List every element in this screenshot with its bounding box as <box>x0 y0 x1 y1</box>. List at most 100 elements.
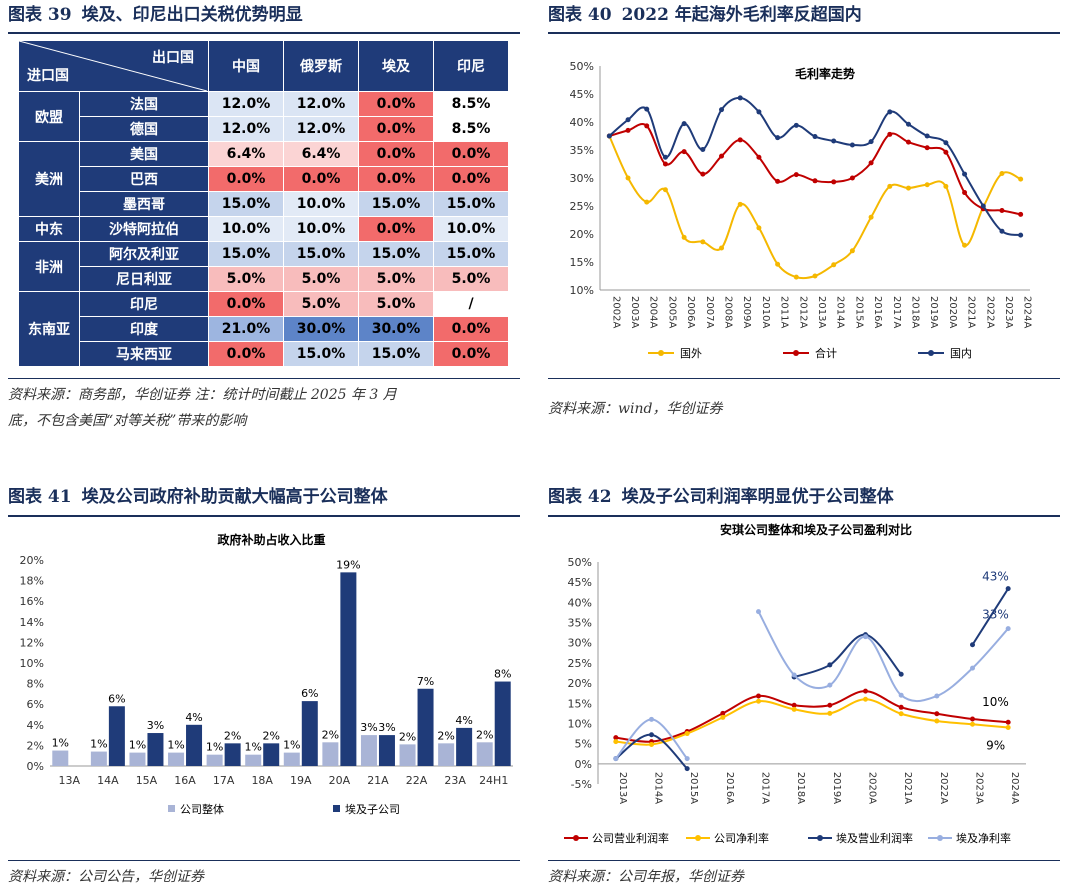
panel-title: 图表 41 埃及公司政府补助贡献大幅高于公司整体 <box>8 487 388 507</box>
x-tick-label: 15A <box>136 774 158 787</box>
y-tick-label: 50% <box>570 60 594 73</box>
data-point <box>756 225 762 231</box>
data-point <box>737 95 743 101</box>
y-tick-label: 0% <box>575 758 592 771</box>
data-point <box>905 121 911 127</box>
bar-公司整体 <box>438 743 455 766</box>
data-point <box>812 178 818 184</box>
subsidy-chart: 0%2%4%6%8%10%12%14%16%18%20%政府补助占收入比重13A… <box>20 532 513 816</box>
annotation-label: 43% <box>982 570 1009 584</box>
tariff-value-cell: 0.0% <box>208 166 284 192</box>
table-row: 墨西哥 15.0% 10.0% 15.0% 15.0% <box>19 191 509 217</box>
y-tick-label: 35% <box>570 144 594 157</box>
y-tick-label: 45% <box>568 576 592 589</box>
data-point <box>898 711 904 717</box>
tariff-value-cell: 15.0% <box>208 241 284 267</box>
data-point <box>1005 724 1011 730</box>
legend-marker <box>937 835 943 841</box>
x-tick-label: 2005A <box>666 296 677 328</box>
annotation-label: 33% <box>982 608 1009 622</box>
data-point <box>700 239 706 245</box>
y-tick-label: 25% <box>570 200 594 213</box>
series-line-埃及净利率 <box>757 611 1009 703</box>
tariff-value-cell: 5.0% <box>358 266 434 292</box>
data-point <box>999 228 1005 234</box>
y-tick-label: 40% <box>570 116 594 129</box>
data-point <box>719 107 725 113</box>
data-point <box>827 702 833 708</box>
data-point <box>887 109 893 115</box>
x-tick-label: 2012A <box>797 296 808 328</box>
x-tick-label: 2020A <box>867 772 878 804</box>
y-tick-label: 10% <box>20 657 44 670</box>
x-tick-label: 2009A <box>741 296 752 328</box>
data-label: 4% <box>455 714 472 727</box>
y-tick-label: 20% <box>20 554 44 567</box>
data-point <box>613 756 619 762</box>
data-point <box>719 245 725 251</box>
tariff-value-cell: 21.0% <box>208 316 284 342</box>
column-header: 印尼 <box>433 40 509 92</box>
data-point <box>905 139 911 145</box>
x-tick-label: 2023A <box>1003 296 1014 328</box>
data-point <box>791 672 797 678</box>
data-point <box>681 149 687 155</box>
y-tick-label: 15% <box>570 256 594 269</box>
bar-公司整体 <box>90 751 107 766</box>
bar-埃及子公司 <box>147 733 164 766</box>
y-tick-label: 30% <box>568 637 592 650</box>
x-tick-label: 2017A <box>760 772 771 804</box>
y-tick-label: 10% <box>570 284 594 297</box>
tariff-value-cell: 15.0% <box>433 241 509 267</box>
legend-label: 国内 <box>950 346 972 360</box>
data-point <box>793 274 799 280</box>
data-point <box>849 248 855 254</box>
tariff-value-cell: 10.0% <box>208 216 284 242</box>
data-label: 1% <box>90 738 107 751</box>
legend-marker <box>928 350 934 356</box>
tariff-value-cell: 12.0% <box>283 91 359 117</box>
data-point <box>1005 586 1011 592</box>
x-tick-label: 19A <box>290 774 312 787</box>
x-tick-label: 2024A <box>1022 296 1033 328</box>
tariff-value-cell: 0.0% <box>358 116 434 142</box>
data-point <box>644 106 650 112</box>
table-row: 巴西 0.0% 0.0% 0.0% 0.0% <box>19 166 509 192</box>
legend-marker <box>658 350 664 356</box>
region-cell: 非洲 <box>18 241 80 292</box>
country-cell: 印度 <box>79 316 209 342</box>
y-tick-label: 16% <box>20 595 44 608</box>
tariff-value-cell: 5.0% <box>358 291 434 317</box>
data-label: 3% <box>360 721 377 734</box>
country-cell: 沙特阿拉伯 <box>79 216 209 242</box>
data-point <box>662 187 668 193</box>
data-point <box>756 109 762 115</box>
data-point <box>756 154 762 160</box>
legend-label: 埃及子公司 <box>345 802 400 816</box>
data-point <box>684 731 690 737</box>
x-tick-label: 2016A <box>872 296 883 328</box>
data-point <box>606 133 612 139</box>
chart-title: 政府补助占收入比重 <box>217 532 325 547</box>
data-label: 1% <box>167 739 184 752</box>
data-point <box>1005 626 1011 632</box>
table-corner-header: 出口国 进口国 <box>18 40 209 92</box>
tariff-value-cell: 12.0% <box>208 91 284 117</box>
tariff-value-cell: 10.0% <box>283 216 359 242</box>
x-tick-label: 2024A <box>1009 772 1020 804</box>
tariff-value-cell: 6.4% <box>208 141 284 167</box>
x-tick-label: 2021A <box>966 296 977 328</box>
data-label: 7% <box>417 675 434 688</box>
data-point <box>737 137 743 143</box>
table-row: 印度 21.0% 30.0% 30.0% 0.0% <box>19 316 509 342</box>
data-point <box>999 171 1005 177</box>
data-point <box>649 716 654 722</box>
data-point <box>999 207 1005 213</box>
x-tick-label: 20A <box>329 774 351 787</box>
tariff-value-cell: 15.0% <box>358 191 434 217</box>
country-cell: 巴西 <box>79 166 209 192</box>
data-point <box>662 161 668 167</box>
bar-埃及子公司 <box>378 735 395 766</box>
bar-埃及子公司 <box>186 724 203 766</box>
legend-marker <box>793 350 799 356</box>
